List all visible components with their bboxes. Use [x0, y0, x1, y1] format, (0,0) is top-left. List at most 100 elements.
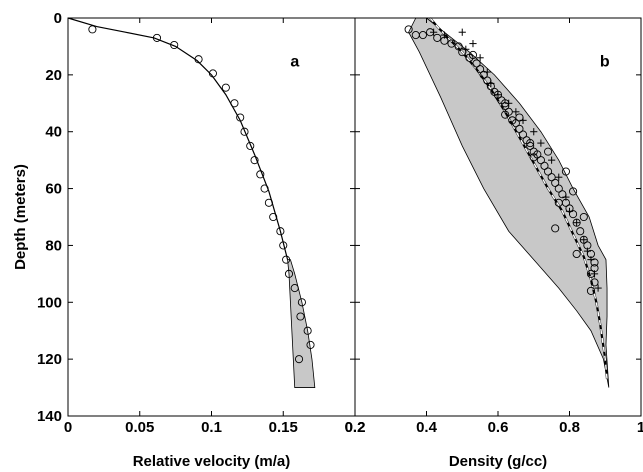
x-tick-label: 0.1	[201, 419, 222, 436]
observation-point	[290, 284, 299, 293]
circle-point	[590, 278, 599, 287]
observation-point	[297, 298, 306, 307]
circle-point	[579, 212, 588, 222]
observation-point	[236, 113, 245, 122]
circle-point	[554, 198, 563, 207]
cross-point	[483, 68, 491, 76]
observation-point	[194, 55, 203, 64]
circle-point	[472, 59, 481, 68]
cross-point	[530, 128, 538, 136]
circle-point	[518, 130, 528, 139]
panel-b-frame	[354, 17, 642, 417]
cross-point	[537, 139, 545, 147]
y-tick-label: 40	[45, 124, 62, 141]
y-tick-label: 80	[45, 237, 62, 254]
y-tick-label: 140	[37, 408, 62, 425]
observation-point	[230, 99, 239, 108]
panel-a-label: a	[290, 53, 299, 70]
circle-point	[454, 42, 463, 51]
panel-a-x-axis-label: Relative velocity (m/a)	[133, 453, 291, 470]
observation-point	[282, 255, 291, 264]
x-tick-label: 1	[637, 419, 643, 436]
cross-point	[562, 193, 570, 201]
observation-point	[303, 326, 312, 335]
observation-point	[208, 69, 217, 78]
observation-point	[296, 312, 305, 321]
observation-point	[221, 83, 230, 92]
band-a-area	[287, 259, 316, 388]
circle-point	[433, 33, 442, 42]
y-tick-label: 120	[37, 351, 62, 368]
panel-a-uncertainty-band	[287, 259, 316, 388]
circle-point	[447, 39, 456, 48]
cross-point	[430, 28, 438, 36]
circle-point	[418, 31, 427, 40]
observation-point	[284, 269, 294, 278]
observation-point	[279, 241, 288, 250]
circle-point	[576, 227, 585, 236]
cross-point	[512, 108, 520, 116]
circle-point	[544, 147, 553, 156]
panel-b-ticks: 0.2 0.4 0.6 0.8 1	[345, 18, 643, 436]
circle-point	[511, 119, 520, 128]
cross-point	[462, 45, 470, 53]
observation-point	[306, 340, 315, 349]
x-tick-label: 0.05	[125, 419, 154, 436]
circle-point	[476, 65, 485, 74]
observation-point	[250, 156, 259, 165]
cross-point	[458, 28, 466, 36]
observation-point	[246, 141, 255, 150]
observation-point	[260, 184, 269, 193]
y-tick-label: 0	[54, 10, 62, 27]
circle-point	[404, 25, 413, 34]
circle-point	[468, 50, 478, 60]
circle-point	[551, 178, 560, 187]
x-tick-label: 0.15	[269, 419, 298, 436]
panel-b-label: b	[600, 53, 610, 70]
observation-point	[170, 40, 179, 50]
circle-point	[569, 187, 578, 196]
panel-a-ticks: 0 0.05 0.1 0.15 0.2 0 20 40 60 80 100 120 140	[37, 10, 641, 436]
cross-point	[573, 219, 581, 227]
panel-b-x-axis-label: Density (g/cc)	[449, 453, 547, 470]
circle-point	[526, 139, 535, 148]
cross-point	[519, 116, 527, 124]
observation-point	[240, 127, 249, 136]
observation-point	[256, 170, 265, 179]
y-axis-label: Depth (meters)	[12, 164, 29, 270]
x-tick-label: 0.6	[488, 419, 509, 436]
cross-point	[583, 247, 591, 255]
circle-point	[536, 156, 545, 165]
observation-point	[294, 355, 304, 364]
panel-b-dashed-model-line	[429, 17, 609, 380]
cross-point	[587, 256, 595, 264]
cross-point	[440, 31, 448, 39]
cross-point	[565, 207, 574, 215]
panel-a-model-line	[67, 17, 289, 260]
observation-point	[276, 227, 285, 236]
circle-point	[561, 167, 570, 176]
circle-point	[526, 141, 535, 150]
x-tick-label: 0.2	[345, 419, 366, 436]
y-tick-label: 20	[45, 67, 62, 84]
circle-point	[586, 286, 596, 295]
panel-b-uncertainty-band	[408, 17, 610, 388]
circle-point	[544, 167, 553, 176]
circle-point	[540, 161, 549, 170]
cross-point	[494, 91, 502, 99]
circle-point	[554, 184, 563, 193]
cross-point	[469, 39, 477, 48]
x-tick-label: 0.4	[416, 419, 438, 436]
y-tick-label: 60	[45, 181, 62, 198]
circle-point	[551, 224, 560, 233]
x-tick-label: 0.8	[559, 419, 580, 436]
observation-point	[88, 25, 97, 34]
cross-point	[487, 79, 495, 87]
observation-point	[264, 198, 273, 207]
x-tick-label: 0.2	[345, 419, 366, 436]
cross-point	[580, 236, 588, 244]
observation-point	[269, 212, 278, 222]
panel-a-observations	[88, 25, 315, 364]
cross-point	[505, 99, 513, 107]
